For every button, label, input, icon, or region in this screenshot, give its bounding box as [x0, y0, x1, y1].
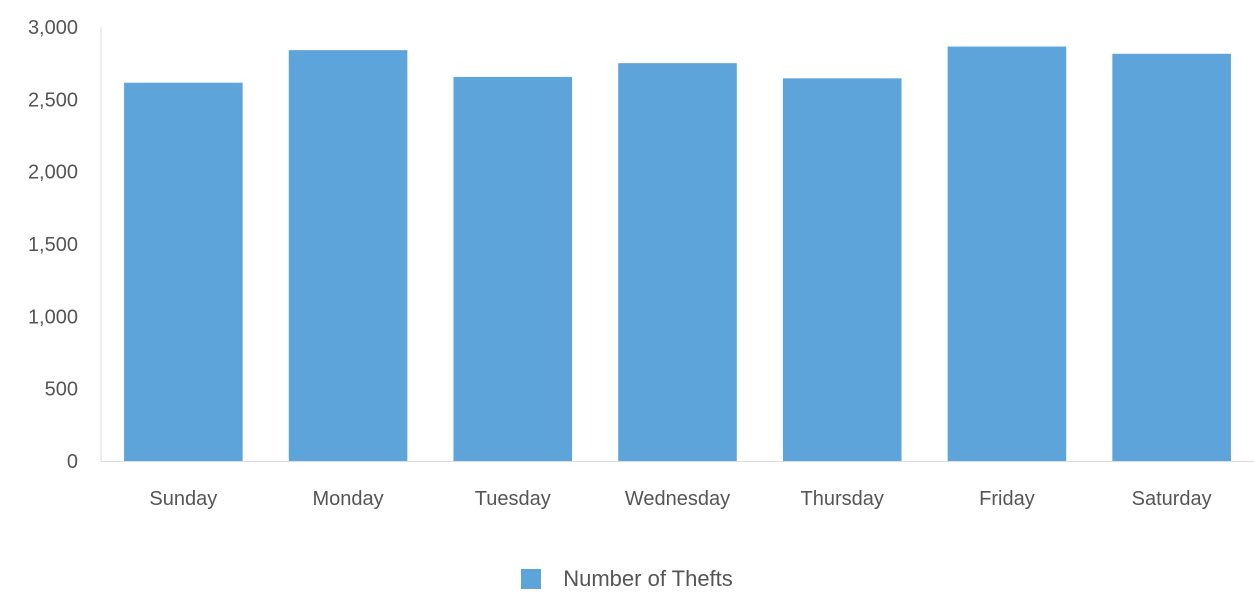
x-tick-label: Wednesday	[625, 488, 730, 510]
bar	[288, 50, 408, 461]
y-tick-label: 2,500	[28, 89, 78, 111]
x-tick-label: Saturday	[1132, 488, 1212, 510]
y-tick-label: 1,000	[28, 306, 78, 328]
bar-chart: 0 500 1,000 1,500 2,000 2,500 3,000 Sunday Mond…	[28, 17, 1254, 510]
bar	[618, 63, 737, 462]
x-tick-label: Tuesday	[475, 488, 551, 510]
y-tick-label: 2,000	[28, 162, 78, 184]
y-tick-label: 1,500	[28, 234, 78, 256]
bars	[124, 46, 1231, 462]
x-tick-label: Monday	[312, 488, 383, 510]
legend-label: Number of Thefts	[563, 566, 733, 591]
x-tick-label: Thursday	[801, 488, 884, 510]
y-tick-label: 500	[45, 379, 78, 401]
bar	[1112, 53, 1231, 461]
y-axis-ticks: 0 500 1,000 1,500 2,000 2,500 3,000	[28, 17, 78, 473]
y-tick-label: 0	[67, 451, 78, 473]
y-tick-label: 3,000	[28, 17, 78, 39]
bar	[124, 82, 243, 462]
legend-swatch	[521, 569, 542, 589]
x-axis-labels: Sunday Monday Tuesday Wednesday Thursday Frid…	[149, 488, 1211, 510]
bar	[947, 46, 1067, 461]
x-tick-label: Friday	[979, 488, 1035, 510]
x-tick-label: Sunday	[149, 488, 217, 510]
bar	[453, 76, 573, 461]
bar	[782, 78, 902, 462]
legend: Number of Thefts	[0, 566, 1254, 592]
